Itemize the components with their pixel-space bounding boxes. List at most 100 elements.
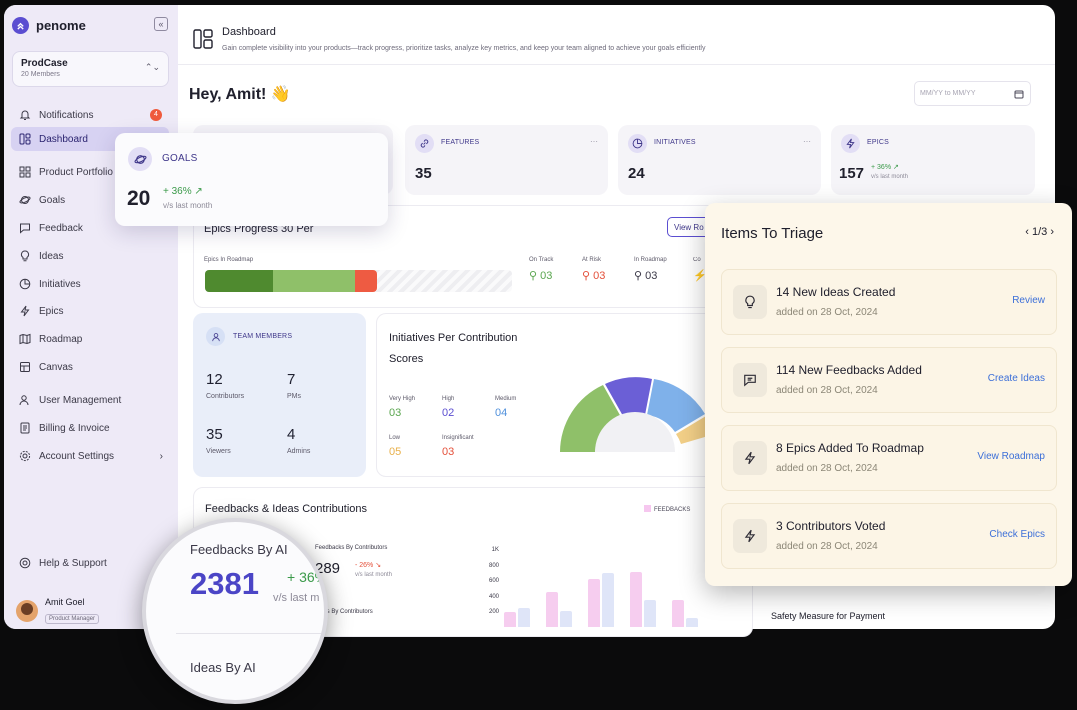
sidebar-item-label: Feedback [39, 222, 83, 234]
legend-label: Low [389, 435, 401, 441]
sidebar-item-notifications[interactable]: Notifications 4 [11, 103, 169, 127]
more-icon[interactable]: ⋯ [590, 137, 598, 146]
sidebar-item-account-settings[interactable]: Account Settings › [11, 444, 169, 468]
donut-center [595, 412, 675, 452]
brand[interactable]: penome [12, 17, 86, 34]
map-icon [18, 333, 31, 346]
user-profile[interactable]: Amit Goel Product Manager [16, 597, 100, 625]
initiatives-chart-title: Initiatives Per Contribution Scores [389, 328, 517, 370]
canvas-icon [18, 361, 31, 374]
triage-item: 14 New Ideas Created added on 28 Oct, 20… [721, 269, 1057, 335]
triage-item-date: added on 28 Oct, 2024 [776, 307, 878, 318]
sidebar-item-epics[interactable]: Epics [11, 299, 169, 323]
sidebar-item-label: Goals [39, 194, 66, 206]
feedback-bar[interactable] [546, 591, 558, 627]
at-risk-value: 03 [593, 270, 606, 282]
team-stat-value: 7 [287, 371, 296, 388]
completed-label: Co [693, 257, 701, 263]
feedback-bar[interactable] [588, 578, 600, 627]
progress-segment-light [272, 270, 356, 292]
sidebar-item-goals[interactable]: Goals [11, 188, 169, 212]
check-epics-link[interactable]: Check Epics [989, 529, 1045, 540]
sidebar-item-user-management[interactable]: User Management [11, 388, 169, 412]
pie-icon [18, 278, 31, 291]
legend-swatch [644, 505, 651, 512]
stat-card-epics[interactable]: EPICS 157 + 36% ↗ v/s last month [831, 125, 1035, 195]
magnifier-ideas-title: Ideas By AI [190, 660, 256, 675]
completed-stat: Co ⚡ [693, 257, 713, 282]
view-roadmap-link[interactable]: View Roadmap [977, 451, 1045, 462]
calendar-icon [1014, 89, 1024, 101]
sidebar-item-help[interactable]: Help & Support [11, 551, 169, 575]
donut-segment-high[interactable] [605, 377, 652, 416]
legend-high: High 02 [442, 396, 454, 419]
ideas-bar[interactable] [518, 608, 530, 627]
chevron-right-icon: › [159, 450, 163, 462]
feedback-bar[interactable] [630, 572, 642, 627]
legend-value: 05 [389, 446, 402, 458]
ideas-bar[interactable] [686, 618, 698, 627]
sidebar-item-billing[interactable]: Billing & Invoice [11, 416, 169, 440]
progress-segment-dark [205, 270, 273, 292]
goals-stat-card[interactable]: GOALS 20 + 36% ↗ v/s last month [115, 133, 388, 226]
legend-value: 03 [442, 446, 455, 458]
sidebar-item-roadmap[interactable]: Roadmap [11, 327, 169, 351]
workspace-switcher[interactable]: ProdCase 20 Members ⌃⌄ [12, 51, 169, 87]
sidebar-item-label: Ideas [39, 250, 64, 262]
ideas-bar[interactable] [602, 573, 614, 627]
items-to-triage-panel: Items To Triage ‹ 1/3 › 14 New Ideas Cre… [705, 203, 1072, 586]
ideas-bar[interactable] [644, 599, 656, 627]
feedback-panel-title: Feedbacks & Ideas Contributions [205, 503, 368, 515]
sidebar-item-ideas[interactable]: Ideas [11, 244, 169, 268]
magnifier-delta: + 36% [287, 569, 328, 585]
bolt-icon: ⚡ [693, 270, 707, 282]
donut-segment-very-high[interactable] [560, 385, 621, 452]
ideas-by-contributors: Ideas By Contributors [315, 609, 373, 615]
feedback-bar[interactable] [504, 612, 516, 627]
dashboard-icon [18, 133, 31, 146]
magnifier-title: Feedbacks By AI [190, 542, 288, 557]
initiatives-donut-chart [560, 377, 715, 452]
create-ideas-link[interactable]: Create Ideas [987, 373, 1045, 384]
sidebar-item-label: Account Settings [39, 450, 115, 462]
on-track-stat: On Track ⚲ 03 [529, 257, 579, 282]
progress-bar-label: Epics In Roadmap [204, 257, 254, 263]
sidebar-item-canvas[interactable]: Canvas [11, 355, 169, 379]
sub-delta: - 26% ↘ [355, 562, 382, 569]
stat-card-initiatives[interactable]: INITIATIVES ⋯ 24 [618, 125, 821, 195]
collapse-sidebar-icon[interactable]: « [154, 17, 168, 31]
triage-item: 8 Epics Added To Roadmap added on 28 Oct… [721, 425, 1057, 491]
sidebar-item-label: Canvas [39, 361, 73, 373]
y-tick: 1K [491, 547, 499, 553]
lifebuoy-icon [18, 557, 31, 570]
at-risk-icon: ⚲ [582, 270, 594, 282]
sidebar-item-product-portfolio[interactable]: Product Portfolio [11, 160, 169, 184]
initiatives-chart-panel: Initiatives Per Contribution Scores Very… [376, 313, 716, 477]
triage-item: 114 New Feedbacks Added added on 28 Oct,… [721, 347, 1057, 413]
at-risk-label: At Risk [582, 257, 602, 263]
in-roadmap-value: 03 [645, 270, 658, 282]
chevron-right-icon[interactable]: › [1047, 226, 1054, 238]
more-icon[interactable]: ⋯ [803, 137, 811, 146]
stat-card-features[interactable]: FEATURES ⋯ 35 [405, 125, 608, 195]
ideas-bar[interactable] [560, 610, 572, 627]
donut-segment-medium[interactable] [647, 379, 705, 432]
date-range-input[interactable]: MM/YY to MM/YY [914, 81, 1031, 106]
on-track-icon: ⚲ [529, 270, 541, 282]
user-name: Amit Goel [45, 597, 85, 607]
sidebar-item-initiatives[interactable]: Initiatives [11, 272, 169, 296]
pie-icon [628, 134, 647, 153]
chevron-left-icon[interactable]: ‹ [1025, 226, 1032, 238]
safety-measure-text: Safety Measure for Payment [771, 611, 886, 621]
sidebar-item-label: Billing & Invoice [39, 422, 110, 434]
gear-icon [18, 450, 31, 463]
bolt-icon [18, 305, 31, 318]
pager-text: 1/3 [1031, 226, 1048, 238]
page-title: Dashboard [222, 26, 276, 38]
sidebar-item-feedback[interactable]: Feedback [11, 216, 169, 240]
review-link[interactable]: Review [1012, 295, 1045, 306]
stat-value: 20 [127, 187, 151, 210]
feedback-bar[interactable] [672, 599, 684, 627]
avatar [16, 600, 38, 622]
legend-label: Very High [389, 396, 416, 402]
